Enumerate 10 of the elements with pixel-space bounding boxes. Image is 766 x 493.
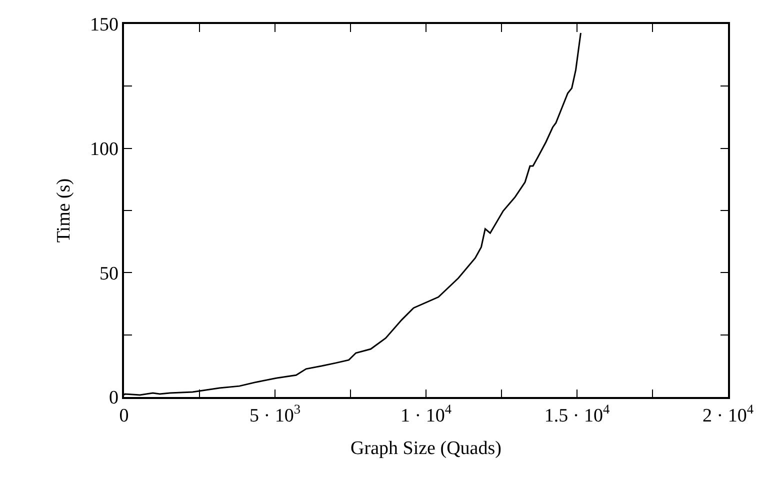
x-tick-label: 1 · 10$^{4}$ (400, 402, 452, 427)
y-tick-label: 0 (108, 388, 118, 409)
y-tick-label: 100 (90, 138, 118, 160)
x-axis-title: Graph Size (Quads) (350, 438, 502, 459)
y-tick-label: 50 (99, 263, 118, 284)
x-tick-label: 1.5 · 10$^{4}$ (544, 402, 610, 427)
y-tick-label: 150 (90, 14, 118, 36)
y-axis-title: Time (s) (53, 178, 74, 243)
x-tick-label: 5 · 10$^{3}$ (250, 402, 301, 427)
x-tick-label: 2 · 10$^{4}$ (702, 402, 754, 427)
